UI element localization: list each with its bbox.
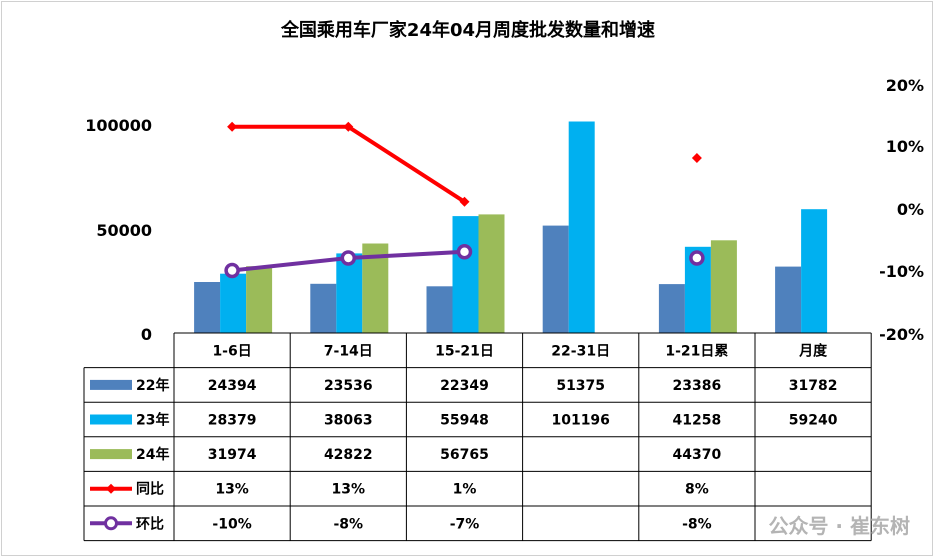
y-right-tick-minus-20: -20% bbox=[879, 325, 924, 344]
bar-22年-1-21日累 bbox=[658, 284, 685, 333]
bar-23年-7-14日 bbox=[336, 253, 363, 333]
table-cell-同比-1-6日: 13% bbox=[215, 482, 249, 498]
marker-环比-1-6日 bbox=[224, 262, 240, 279]
table-cell-24年-15-21日: 56765 bbox=[440, 447, 489, 463]
table-cell-同比-1-21日累: 8% bbox=[685, 482, 709, 498]
y-right-tick-0: 0% bbox=[896, 200, 924, 219]
table-cell-22年-7-14日: 23536 bbox=[324, 378, 373, 394]
y-right-tick-10: 10% bbox=[885, 137, 924, 156]
legend-label-23年: 23年 bbox=[136, 412, 169, 429]
legend-swatch-24年 bbox=[90, 449, 132, 460]
y-left-tick-100000: 100000 bbox=[85, 116, 152, 135]
table-cell-22年-1-6日: 24394 bbox=[208, 378, 257, 394]
table-cell-22年-15-21日: 22349 bbox=[440, 378, 489, 394]
bar-24年-15-21日 bbox=[478, 214, 505, 333]
marker-同比-15-21日 bbox=[459, 196, 470, 207]
table-cell-24年-7-14日: 42822 bbox=[324, 447, 373, 463]
bar-22年-月度 bbox=[775, 266, 802, 333]
marker-同比-1-21日累 bbox=[691, 153, 702, 163]
table-header-15-21日: 15-21日 bbox=[435, 343, 494, 359]
bar-23年-1-6日 bbox=[220, 273, 247, 333]
y-right-tick-minus-10: -10% bbox=[879, 262, 924, 281]
table-cell-23年-15-21日: 55948 bbox=[440, 413, 489, 429]
table-cell-环比-1-6日: -10% bbox=[212, 516, 251, 532]
y-left-tick-0: 0 bbox=[140, 325, 152, 344]
bar-24年-1-6日 bbox=[246, 266, 273, 333]
table-cell-环比-1-21日累: -8% bbox=[682, 516, 712, 532]
table-cell-22年-22-31日: 51375 bbox=[556, 378, 605, 394]
legend-swatch-22年 bbox=[90, 379, 132, 390]
table-cell-24年-1-6日: 31974 bbox=[208, 447, 257, 463]
chart-title: 全国乘用车厂家24年04月周度批发数量和增速 bbox=[280, 20, 656, 41]
table-cell-22年-月度: 31782 bbox=[789, 378, 838, 394]
table-cell-23年-月度: 59240 bbox=[789, 413, 838, 429]
bar-23年-月度 bbox=[801, 209, 828, 333]
bar-23年-22-31日 bbox=[568, 121, 595, 333]
table-header-月度: 月度 bbox=[798, 342, 828, 359]
marker-环比-1-21日累 bbox=[689, 250, 705, 266]
table-header-1-6日: 1-6日 bbox=[212, 343, 251, 359]
table-cell-环比-15-21日: -7% bbox=[450, 516, 480, 532]
legend-swatch-23年 bbox=[90, 414, 132, 425]
table-header-7-14日: 7-14日 bbox=[324, 343, 373, 359]
table-cell-环比-7-14日: -8% bbox=[334, 516, 364, 532]
legend-label-环比: 环比 bbox=[136, 515, 164, 532]
legend-label-22年: 22年 bbox=[136, 377, 169, 394]
table-cell-22年-1-21日累: 23386 bbox=[673, 378, 722, 394]
marker-环比-15-21日 bbox=[456, 244, 473, 260]
bar-23年-15-21日 bbox=[452, 216, 479, 333]
legend-marker-同比 bbox=[106, 483, 116, 494]
table-cell-23年-22-31日: 101196 bbox=[551, 413, 609, 429]
table-header-22-31日: 22-31日 bbox=[551, 343, 610, 359]
legend-label-同比: 同比 bbox=[136, 481, 164, 498]
table-cell-24年-1-21日累: 44370 bbox=[673, 447, 722, 463]
line-同比 bbox=[232, 124, 466, 204]
legend-label-24年: 24年 bbox=[136, 446, 169, 463]
bar-22年-15-21日 bbox=[426, 286, 453, 333]
marker-环比-7-14日 bbox=[340, 250, 357, 266]
bar-22年-7-14日 bbox=[310, 283, 337, 333]
marker-同比-1-6日 bbox=[227, 121, 238, 132]
bar-22年-22-31日 bbox=[542, 225, 569, 333]
table-cell-23年-1-6日: 28379 bbox=[208, 413, 257, 429]
y-right-tick-20: 20% bbox=[885, 76, 924, 95]
table-cell-23年-1-21日累: 41258 bbox=[673, 413, 722, 429]
watermark: 公众号 · 崔东树 bbox=[768, 514, 910, 538]
bar-22年-1-6日 bbox=[194, 282, 221, 333]
table-header-1-21日累: 1-21日累 bbox=[665, 343, 728, 359]
bar-24年-1-21日累 bbox=[710, 240, 737, 333]
table-cell-23年-7-14日: 38063 bbox=[324, 413, 373, 429]
y-left-tick-50000: 50000 bbox=[96, 221, 152, 240]
table-cell-同比-7-14日: 13% bbox=[332, 482, 366, 498]
legend-marker-环比 bbox=[104, 516, 118, 531]
table-cell-同比-15-21日: 1% bbox=[453, 482, 477, 498]
marker-同比-7-14日 bbox=[343, 121, 354, 132]
